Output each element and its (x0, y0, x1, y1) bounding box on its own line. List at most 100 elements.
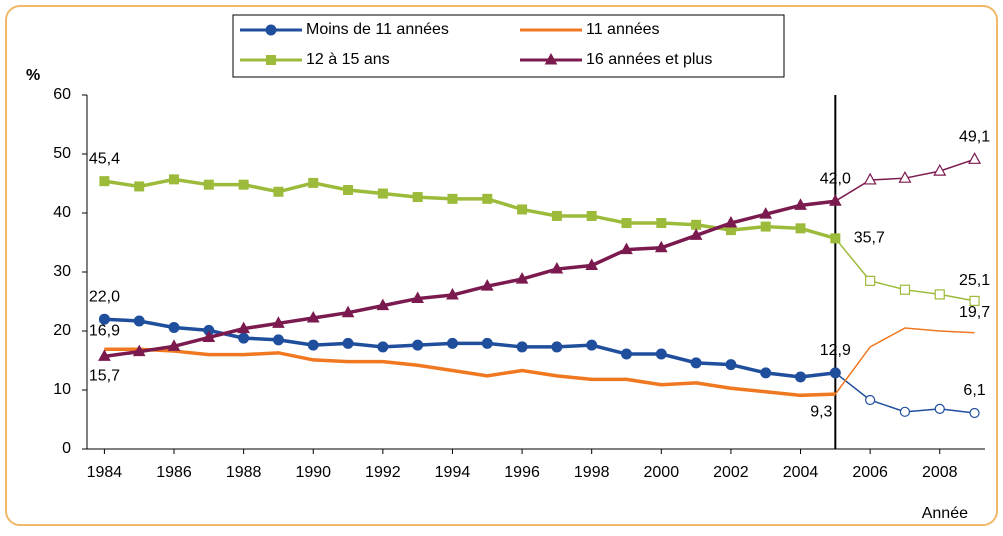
data-label: 15,7 (89, 368, 120, 385)
legend-marker (265, 24, 277, 36)
data-point (865, 275, 876, 286)
data-point (446, 287, 459, 300)
x-tick-label: 1986 (156, 464, 192, 481)
data-point (273, 186, 284, 197)
legend-box (232, 14, 785, 78)
data-label: 42,0 (820, 170, 851, 187)
data-point (132, 344, 146, 357)
data-point (586, 339, 598, 351)
data-point (620, 348, 632, 360)
y-tick-label: 50 (53, 145, 71, 162)
data-point (515, 272, 529, 284)
x-tick-label: 2004 (783, 464, 819, 481)
y-tick-label: 40 (53, 204, 71, 221)
data-point (794, 198, 807, 210)
data-point (133, 315, 145, 327)
data-label: 45,4 (89, 150, 120, 167)
data-point (480, 279, 494, 291)
legend-marker (266, 55, 276, 65)
x-tick-label: 2008 (922, 464, 958, 481)
legend-marker (544, 52, 558, 65)
x-tick-label: 1988 (226, 464, 262, 481)
legend-label: 11 années (586, 21, 660, 38)
data-point (412, 339, 424, 351)
series-line (834, 327, 975, 395)
data-point (550, 262, 564, 274)
data-point (237, 321, 250, 334)
data-label: 35,7 (854, 230, 885, 247)
data-point (447, 193, 458, 204)
data-point (968, 152, 982, 164)
x-tick-label: 1984 (87, 464, 123, 481)
data-point (830, 233, 841, 244)
data-point (724, 215, 738, 228)
data-point (655, 348, 667, 360)
x-tick-label: 1998 (574, 464, 610, 481)
data-label: 12,9 (820, 342, 851, 359)
x-tick-label: 1994 (435, 464, 471, 481)
y-tick-label: 20 (53, 322, 71, 339)
x-tick-label: 1990 (295, 464, 331, 481)
data-point (621, 218, 632, 229)
x-tick-label: 2002 (713, 464, 749, 481)
data-point (342, 337, 354, 349)
data-point (969, 295, 980, 307)
data-label: 49,1 (959, 129, 990, 146)
data-point (551, 341, 563, 353)
data-point (482, 193, 493, 204)
data-point (272, 334, 284, 346)
data-point (134, 181, 145, 192)
data-point (272, 316, 285, 328)
data-point (307, 339, 319, 351)
data-point (898, 170, 912, 183)
data-point (760, 367, 772, 379)
data-point (308, 177, 319, 188)
legend-label: 16 années et plus (586, 51, 712, 68)
data-point (168, 321, 180, 333)
data-point (933, 163, 947, 176)
data-point (586, 210, 597, 221)
data-point (829, 367, 841, 379)
data-point (446, 337, 458, 349)
y-axis-label: % (26, 67, 40, 84)
data-label: 9,3 (810, 403, 832, 420)
data-point (238, 332, 250, 344)
data-point (167, 339, 181, 351)
legend-label: 12 à 15 ans (306, 51, 390, 68)
x-tick-label: 2006 (852, 464, 888, 481)
y-tick-label: 60 (53, 86, 71, 103)
data-point (481, 337, 493, 349)
frame (5, 5, 998, 526)
data-point (98, 349, 111, 361)
y-tick-label: 30 (53, 263, 71, 280)
data-point (690, 357, 702, 369)
data-point (377, 341, 389, 353)
data-label: 25,1 (959, 272, 990, 289)
data-point (99, 176, 110, 187)
data-point (899, 284, 911, 295)
data-point (654, 240, 668, 253)
data-point (795, 223, 806, 234)
data-label: 19,7 (959, 304, 990, 321)
data-label: 6,1 (963, 382, 985, 399)
data-point (656, 218, 667, 229)
data-point (585, 258, 599, 271)
y-tick-label: 0 (62, 440, 71, 457)
data-point (341, 305, 355, 318)
data-point (98, 313, 110, 325)
data-point (865, 394, 876, 406)
data-point (725, 359, 737, 371)
data-point (169, 174, 180, 185)
data-point (969, 407, 980, 419)
series-line (104, 199, 836, 359)
data-point (306, 310, 320, 323)
data-point (516, 341, 528, 353)
data-point (934, 289, 945, 300)
data-point (759, 207, 773, 219)
data-point (517, 204, 528, 215)
data-point (691, 219, 702, 230)
data-point (202, 330, 216, 342)
series-line (104, 347, 836, 398)
